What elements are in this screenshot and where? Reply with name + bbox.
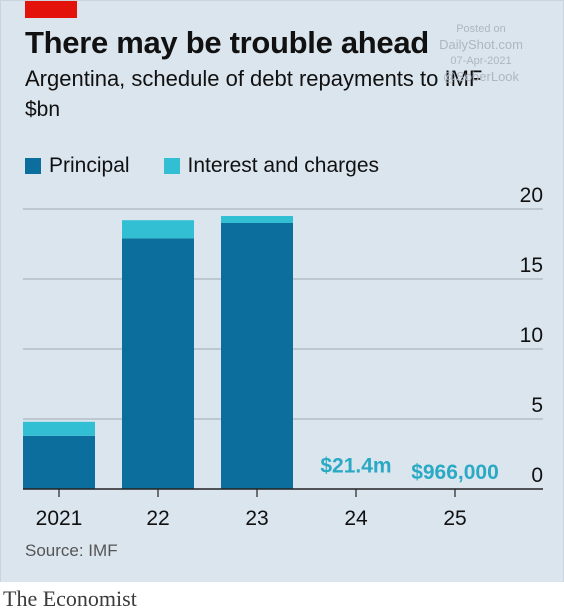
bar-chart: 0 5 10 15 20 2021 22 23 24 25 $21.4m $966,000 xyxy=(23,184,543,530)
y-tick-label: 15 xyxy=(520,254,543,277)
x-tick-label: 23 xyxy=(245,507,268,530)
unit-label: $bn xyxy=(25,98,61,121)
legend-item-principal: Principal xyxy=(25,154,130,178)
watermark-line-1: Posted on xyxy=(456,23,506,35)
watermark-line-3: 07-Apr-2021 xyxy=(450,55,512,67)
footer: The Economist xyxy=(0,582,564,614)
chart-subtitle: Argentina, schedule of debt repayments t… xyxy=(25,66,483,91)
bar-annotation: $21.4m xyxy=(320,455,391,478)
y-tick-label: 10 xyxy=(520,324,543,347)
x-tick-label: 2021 xyxy=(36,507,83,530)
legend-label-interest: Interest and charges xyxy=(187,154,379,177)
legend-swatch-interest xyxy=(163,158,180,174)
watermark-line-4: @SoberLook xyxy=(442,69,520,84)
y-tick-label: 5 xyxy=(531,394,543,417)
bar-principal xyxy=(122,238,194,489)
watermark-line-2: DailyShot.com xyxy=(439,37,523,52)
bar-principal xyxy=(221,223,293,489)
chart-title: There may be trouble ahead xyxy=(25,25,429,60)
x-tick-label: 22 xyxy=(146,507,169,530)
brand-logo-text: The Economist xyxy=(3,586,137,611)
x-tick-label: 25 xyxy=(443,507,466,530)
bar-interest xyxy=(23,421,95,436)
y-tick-label: 0 xyxy=(531,464,543,487)
chart-card: There may be trouble ahead Argentina, sc… xyxy=(0,0,564,584)
legend: Principal Interest and charges xyxy=(25,151,413,181)
source-note: Source: IMF xyxy=(25,541,118,560)
economist-red-tag xyxy=(25,1,77,18)
bar-interest xyxy=(122,220,194,239)
legend-item-interest: Interest and charges xyxy=(163,154,379,178)
legend-swatch-principal xyxy=(25,158,41,174)
bar-annotation: $966,000 xyxy=(411,461,499,484)
watermark: Posted on DailyShot.com 07-Apr-2021 @Sob… xyxy=(421,21,541,85)
y-tick-label: 20 xyxy=(520,184,543,207)
x-tick-label: 24 xyxy=(344,507,368,530)
bar-principal xyxy=(23,435,95,489)
legend-label-principal: Principal xyxy=(49,154,130,177)
bar-interest xyxy=(221,216,293,223)
